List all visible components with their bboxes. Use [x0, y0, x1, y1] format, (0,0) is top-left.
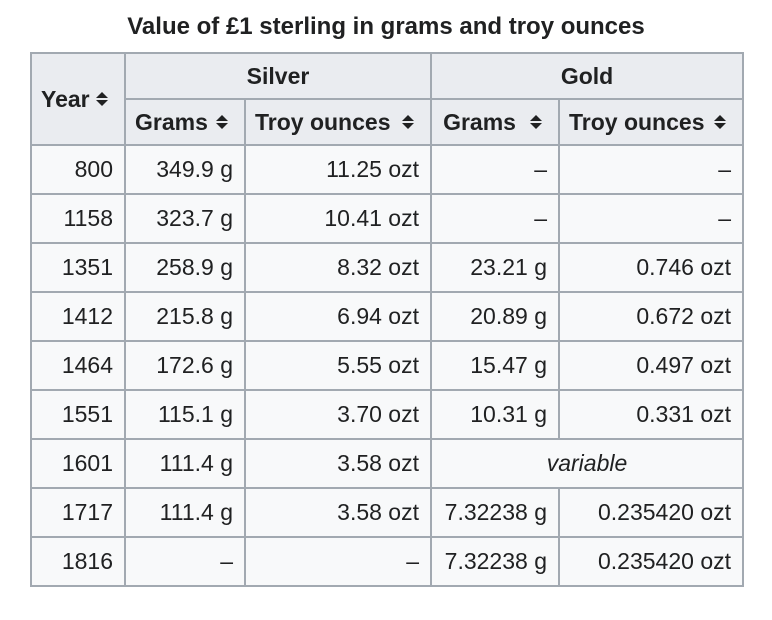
header-row-groups: Year Silver Gold: [30, 52, 745, 146]
cell-silver-grams: 349.9 g: [124, 144, 246, 195]
cell-gold-grams: 20.89 g: [430, 291, 560, 342]
cell-gold-troy-ounces: 0.331 ozt: [557, 389, 745, 440]
sort-icon[interactable]: [530, 115, 542, 129]
table-row: 1412 215.8 g 6.94 ozt 20.89 g 0.672 ozt: [30, 291, 745, 342]
cell-year: 1551: [30, 389, 126, 440]
cell-gold-troy-ounces: 0.235420 ozt: [557, 487, 745, 538]
cell-year: 1351: [30, 242, 126, 293]
cell-gold-troy-ounces: –: [557, 144, 745, 195]
sort-up-arrow-icon: [96, 92, 108, 98]
cell-silver-troy-ounces: 6.94 ozt: [244, 291, 432, 342]
cell-silver-troy-ounces: 8.32 ozt: [244, 242, 432, 293]
cell-silver-grams: 111.4 g: [124, 487, 246, 538]
table-row: 1816 – – 7.32238 g 0.235420 ozt: [30, 536, 745, 587]
cell-year: 1412: [30, 291, 126, 342]
cell-silver-troy-ounces: 10.41 ozt: [244, 193, 432, 244]
cell-silver-troy-ounces: 5.55 ozt: [244, 340, 432, 391]
cell-gold-grams: –: [430, 193, 560, 244]
sort-down-arrow-icon: [96, 100, 108, 106]
cell-gold-grams: 15.47 g: [430, 340, 560, 391]
cell-gold-grams: 23.21 g: [430, 242, 560, 293]
table-row: 800 349.9 g 11.25 ozt – –: [30, 144, 745, 195]
column-group-gold: Gold: [429, 52, 745, 100]
cell-silver-grams: 323.7 g: [124, 193, 246, 244]
sort-down-arrow-icon: [714, 123, 727, 129]
sort-icon[interactable]: [714, 115, 727, 129]
cell-silver-grams: 172.6 g: [124, 340, 246, 391]
sort-down-arrow-icon: [216, 123, 228, 129]
column-header-gold-grams[interactable]: Grams: [430, 98, 560, 146]
column-header-silver-grams[interactable]: Grams: [124, 98, 246, 146]
table-row: 1601 111.4 g 3.58 ozt variable: [30, 438, 745, 489]
column-header-silver-grams-label: Grams: [135, 108, 208, 135]
cell-gold-variable: variable: [429, 438, 745, 489]
cell-silver-troy-ounces: –: [244, 536, 432, 587]
column-header-gold-troy-label: Troy ounces: [569, 108, 705, 135]
sort-up-arrow-icon: [216, 115, 228, 121]
cell-year: 1464: [30, 340, 126, 391]
column-header-gold-grams-label: Grams: [443, 108, 516, 135]
table-row: 1351 258.9 g 8.32 ozt 23.21 g 0.746 ozt: [30, 242, 745, 293]
column-header-year-label: Year: [41, 85, 90, 112]
cell-silver-troy-ounces: 3.70 ozt: [244, 389, 432, 440]
cell-gold-troy-ounces: 0.497 ozt: [557, 340, 745, 391]
table-row: 1717 111.4 g 3.58 ozt 7.32238 g 0.235420…: [30, 487, 745, 538]
cell-year: 1601: [30, 438, 126, 489]
column-header-silver-troy-ounces[interactable]: Troy ounces: [244, 98, 432, 146]
column-group-silver: Silver: [124, 52, 432, 100]
column-header-silver-troy-label: Troy ounces: [255, 108, 391, 135]
cell-year: 1816: [30, 536, 126, 587]
cell-silver-grams: 258.9 g: [124, 242, 246, 293]
sort-icon[interactable]: [96, 92, 108, 106]
cell-gold-grams: 7.32238 g: [430, 536, 560, 587]
table-row: 1551 115.1 g 3.70 ozt 10.31 g 0.331 ozt: [30, 389, 745, 440]
cell-year: 1158: [30, 193, 126, 244]
sort-up-arrow-icon: [530, 115, 542, 121]
cell-silver-troy-ounces: 3.58 ozt: [244, 438, 432, 489]
sort-up-arrow-icon: [714, 115, 727, 121]
cell-silver-grams: 215.8 g: [124, 291, 246, 342]
cell-silver-grams: –: [124, 536, 246, 587]
cell-gold-troy-ounces: –: [557, 193, 745, 244]
sort-down-arrow-icon: [530, 123, 542, 129]
table-title: Value of £1 sterling in grams and troy o…: [127, 13, 645, 40]
sort-up-arrow-icon: [402, 115, 414, 121]
table-row: 1464 172.6 g 5.55 ozt 15.47 g 0.497 ozt: [30, 340, 745, 391]
sort-down-arrow-icon: [402, 123, 414, 129]
cell-year: 800: [30, 144, 126, 195]
column-header-year[interactable]: Year: [30, 52, 126, 146]
cell-gold-troy-ounces: 0.235420 ozt: [557, 536, 745, 587]
cell-silver-troy-ounces: 3.58 ozt: [244, 487, 432, 538]
cell-gold-grams: 10.31 g: [430, 389, 560, 440]
cell-gold-troy-ounces: 0.746 ozt: [557, 242, 745, 293]
cell-gold-troy-ounces: 0.672 ozt: [557, 291, 745, 342]
cell-silver-grams: 111.4 g: [124, 438, 246, 489]
page-container: Value of £1 sterling in grams and troy o…: [30, 13, 745, 587]
sterling-value-table: Year Silver Gold Grams Troy ounces Grams: [30, 52, 745, 587]
cell-gold-grams: –: [430, 144, 560, 195]
cell-gold-grams: 7.32238 g: [430, 487, 560, 538]
cell-silver-troy-ounces: 11.25 ozt: [244, 144, 432, 195]
column-header-gold-troy-ounces[interactable]: Troy ounces: [557, 98, 745, 146]
table-row: 1158 323.7 g 10.41 ozt – –: [30, 193, 745, 244]
sort-icon[interactable]: [216, 115, 228, 129]
cell-year: 1717: [30, 487, 126, 538]
header-row-units: Grams Troy ounces Grams Troy ounces: [31, 98, 745, 146]
sort-icon[interactable]: [402, 115, 414, 129]
cell-silver-grams: 115.1 g: [124, 389, 246, 440]
